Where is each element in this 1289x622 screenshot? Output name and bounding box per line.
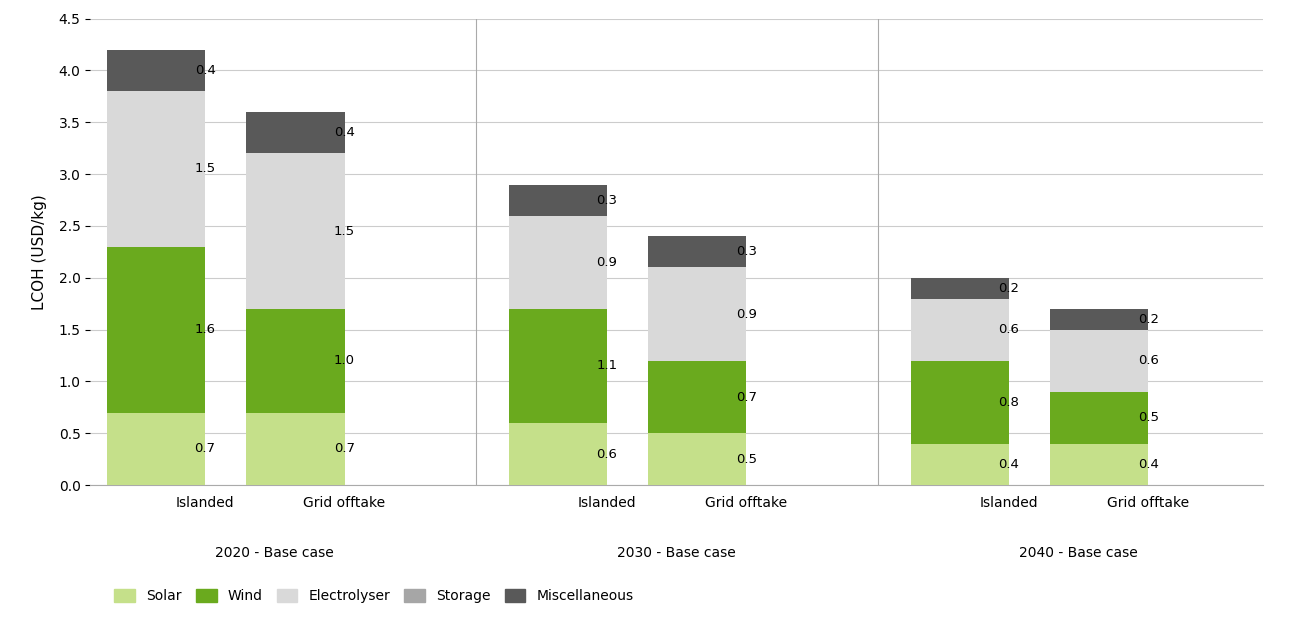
- Text: 1.5: 1.5: [195, 162, 215, 175]
- Bar: [509, 309, 607, 423]
- Bar: [648, 361, 746, 434]
- Text: 0.3: 0.3: [597, 193, 617, 207]
- Text: 0.2: 0.2: [1138, 313, 1159, 326]
- Text: 0.4: 0.4: [334, 126, 354, 139]
- Text: 1.1: 1.1: [597, 360, 617, 373]
- Bar: [509, 423, 607, 485]
- Text: 2040 - Base case: 2040 - Base case: [1020, 546, 1138, 560]
- Text: 0.6: 0.6: [597, 448, 617, 460]
- Bar: [246, 309, 344, 412]
- Bar: [1051, 330, 1148, 392]
- Bar: [1051, 392, 1148, 443]
- Bar: [648, 236, 746, 267]
- Text: 0.4: 0.4: [999, 458, 1020, 471]
- Text: 0.5: 0.5: [736, 453, 757, 466]
- Text: 0.6: 0.6: [999, 323, 1020, 336]
- Bar: [910, 443, 1009, 485]
- Bar: [648, 267, 746, 361]
- Bar: [246, 154, 344, 309]
- Text: 0.8: 0.8: [999, 396, 1020, 409]
- Bar: [910, 278, 1009, 299]
- Bar: [107, 50, 205, 91]
- Text: 0.2: 0.2: [999, 282, 1020, 295]
- Text: 1.6: 1.6: [195, 323, 215, 336]
- Bar: [648, 434, 746, 485]
- Text: 0.9: 0.9: [736, 308, 757, 320]
- Bar: [1051, 443, 1148, 485]
- Text: 0.3: 0.3: [736, 246, 757, 258]
- Bar: [509, 185, 607, 216]
- Text: 0.9: 0.9: [597, 256, 617, 269]
- Text: 0.4: 0.4: [195, 64, 215, 77]
- Bar: [246, 412, 344, 485]
- Bar: [107, 247, 205, 412]
- Text: 0.4: 0.4: [1138, 458, 1159, 471]
- Text: 0.6: 0.6: [1138, 355, 1159, 367]
- Bar: [107, 91, 205, 247]
- Text: 1.5: 1.5: [334, 225, 354, 238]
- Bar: [107, 412, 205, 485]
- Text: 2030 - Base case: 2030 - Base case: [617, 546, 736, 560]
- Text: 1.0: 1.0: [334, 355, 354, 367]
- Y-axis label: LCOH (USD/kg): LCOH (USD/kg): [32, 194, 48, 310]
- Bar: [1051, 309, 1148, 330]
- Text: 0.7: 0.7: [736, 391, 757, 404]
- Bar: [910, 299, 1009, 361]
- Bar: [509, 216, 607, 309]
- Text: 0.7: 0.7: [334, 442, 354, 455]
- Bar: [910, 361, 1009, 443]
- Legend: Solar, Wind, Electrolyser, Storage, Miscellaneous: Solar, Wind, Electrolyser, Storage, Misc…: [108, 583, 639, 609]
- Text: 2020 - Base case: 2020 - Base case: [215, 546, 334, 560]
- Text: 0.5: 0.5: [1138, 411, 1159, 424]
- Text: 0.7: 0.7: [195, 442, 215, 455]
- Bar: [246, 112, 344, 154]
